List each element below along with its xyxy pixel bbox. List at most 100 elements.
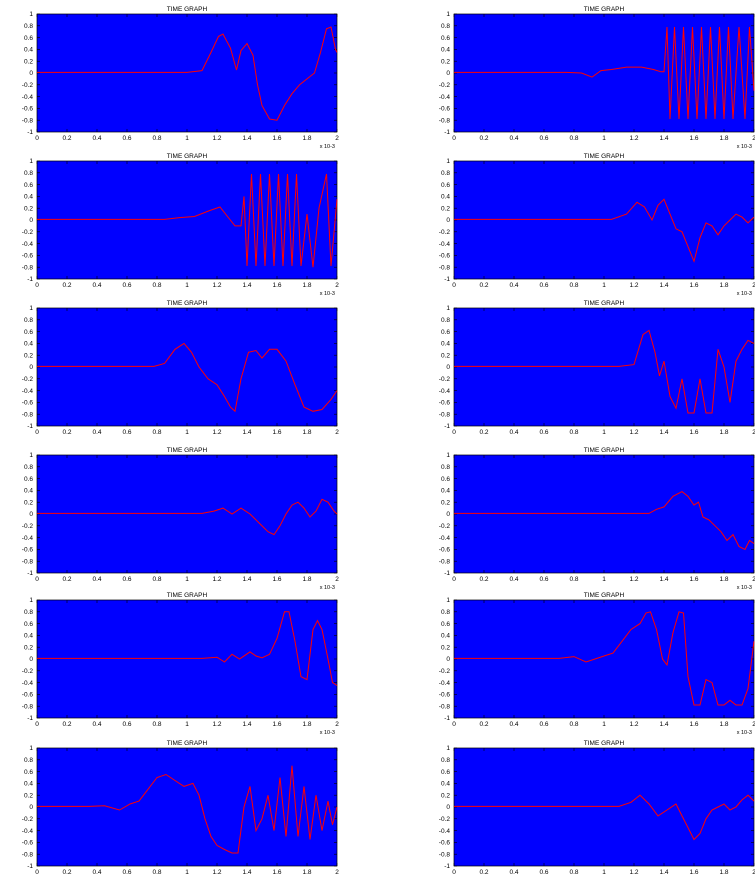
x-tick-label: 2 — [752, 135, 755, 142]
x-tick-label: 1 — [185, 721, 189, 728]
y-tick-label: -0.4 — [439, 94, 451, 101]
x-tick-label: 0.6 — [539, 576, 548, 583]
x-tick-label: 1.4 — [242, 576, 251, 583]
x-tick-label: 1.6 — [689, 576, 698, 583]
x-tick-label: 0.2 — [62, 429, 71, 436]
x-tick-label: 0.6 — [539, 282, 548, 289]
x-tick-label: 1.6 — [272, 135, 281, 142]
y-tick-label: 0 — [29, 804, 33, 811]
chart-title: TIME GRAPH — [167, 592, 208, 599]
y-tick-label: 0.8 — [24, 464, 33, 471]
x-axis-multiplier: x 10-3 — [320, 585, 335, 591]
y-tick-label: 0.8 — [24, 170, 33, 177]
y-tick-label: 0.6 — [441, 476, 450, 483]
x-tick-label: 0.8 — [569, 282, 578, 289]
y-tick-label: 0.8 — [24, 609, 33, 616]
y-tick-label: 0.2 — [24, 499, 33, 506]
y-tick-label: 0 — [446, 364, 450, 371]
x-tick-label: 0.6 — [539, 429, 548, 436]
plot-area — [37, 455, 337, 573]
x-tick-label: 2 — [335, 282, 339, 289]
y-tick-label: 0.2 — [24, 58, 33, 65]
y-tick-label: 0.2 — [24, 205, 33, 212]
x-tick-label: 0.4 — [509, 282, 518, 289]
y-tick-label: -1 — [27, 276, 33, 283]
time-graph-panel-7: TIME GRAPH 0 0.2 0.4 0.6 0.8 1 1.2 1.4 1.6 1.8 2 1 0.… — [22, 447, 339, 591]
y-tick-label: -0.8 — [439, 558, 451, 565]
x-tick-label: 1 — [602, 429, 606, 436]
y-tick-label: -0.6 — [439, 253, 451, 260]
x-tick-label: 0 — [452, 429, 456, 436]
y-tick-label: 0.6 — [24, 35, 33, 42]
y-tick-label: 0.8 — [24, 317, 33, 324]
x-tick-label: 0.8 — [152, 576, 161, 583]
signal-line — [37, 611, 338, 686]
x-tick-label: 0.6 — [122, 135, 131, 142]
y-tick-label: -0.2 — [439, 376, 451, 383]
y-tick-label: 0.8 — [24, 23, 33, 30]
y-tick-label: 1 — [446, 305, 450, 312]
x-tick-label: 1 — [602, 869, 606, 874]
y-tick-label: 0.2 — [441, 58, 450, 65]
y-tick-label: -0.2 — [22, 376, 34, 383]
y-tick-label: 0.6 — [24, 329, 33, 336]
x-tick-label: 1.8 — [719, 282, 728, 289]
x-axis-multiplier: x 10-3 — [320, 730, 335, 736]
y-tick-label: 0.4 — [24, 781, 33, 788]
x-tick-label: 1.2 — [629, 282, 638, 289]
y-tick-label: 0.4 — [441, 488, 450, 495]
x-tick-label: 0.8 — [152, 135, 161, 142]
plot-area — [454, 308, 754, 426]
y-tick-label: -0.8 — [22, 703, 34, 710]
x-tick-label: 0.8 — [569, 721, 578, 728]
x-tick-label: 2 — [335, 135, 339, 142]
x-tick-label: 1.4 — [659, 576, 668, 583]
y-tick-label: -1 — [27, 423, 33, 430]
time-graph-panel-9: TIME GRAPH 0 0.2 0.4 0.6 0.8 1 1.2 1.4 1.6 1.8 2 1 0.… — [22, 592, 339, 736]
y-tick-label: -0.4 — [439, 535, 451, 542]
y-tick-label: 0.6 — [24, 769, 33, 776]
x-tick-label: 0.2 — [62, 576, 71, 583]
y-tick-label: 0.4 — [441, 194, 450, 201]
x-tick-label: 1.2 — [212, 135, 221, 142]
x-tick-label: 2 — [752, 576, 755, 583]
y-tick-label: -0.8 — [439, 117, 451, 124]
y-tick-label: 1 — [29, 452, 33, 459]
y-tick-label: -0.2 — [22, 523, 34, 530]
x-tick-label: 1.6 — [689, 282, 698, 289]
time-graph-panel-6: TIME GRAPH 0 0.2 0.4 0.6 0.8 1 1.2 1.4 1.6 1.8 2 1 0.… — [439, 300, 755, 436]
x-tick-label: 1.8 — [302, 429, 311, 436]
signal-line — [454, 26, 755, 120]
x-tick-label: 1.8 — [302, 282, 311, 289]
y-tick-label: -0.8 — [22, 411, 34, 418]
x-tick-label: 0.2 — [62, 282, 71, 289]
y-tick-label: 0.2 — [441, 352, 450, 359]
y-tick-label: -0.4 — [439, 388, 451, 395]
x-tick-label: 0.8 — [569, 429, 578, 436]
chart-title: TIME GRAPH — [167, 447, 208, 454]
x-tick-label: 0.6 — [539, 721, 548, 728]
x-tick-label: 0.8 — [569, 869, 578, 874]
y-tick-label: -0.2 — [22, 668, 34, 675]
y-tick-label: 0 — [29, 70, 33, 77]
x-tick-label: 1 — [602, 135, 606, 142]
x-tick-label: 0.6 — [122, 869, 131, 874]
x-tick-label: 0.8 — [152, 721, 161, 728]
y-tick-label: 0.6 — [24, 476, 33, 483]
plot-area — [454, 748, 754, 866]
x-tick-label: 0.4 — [92, 869, 101, 874]
y-tick-label: -1 — [444, 570, 450, 577]
chart-title: TIME GRAPH — [584, 447, 625, 454]
signal-line — [454, 491, 755, 551]
y-tick-label: -0.6 — [22, 840, 34, 847]
x-tick-label: 1.8 — [719, 429, 728, 436]
y-tick-label: 0.6 — [441, 35, 450, 42]
x-tick-label: 0.4 — [509, 869, 518, 874]
chart-title: TIME GRAPH — [584, 592, 625, 599]
y-tick-label: 1 — [446, 158, 450, 165]
y-tick-label: -0.2 — [439, 229, 451, 236]
x-tick-label: 0 — [35, 576, 39, 583]
x-tick-label: 1.2 — [629, 576, 638, 583]
y-tick-label: 0.8 — [441, 464, 450, 471]
y-tick-label: 0.2 — [24, 644, 33, 651]
